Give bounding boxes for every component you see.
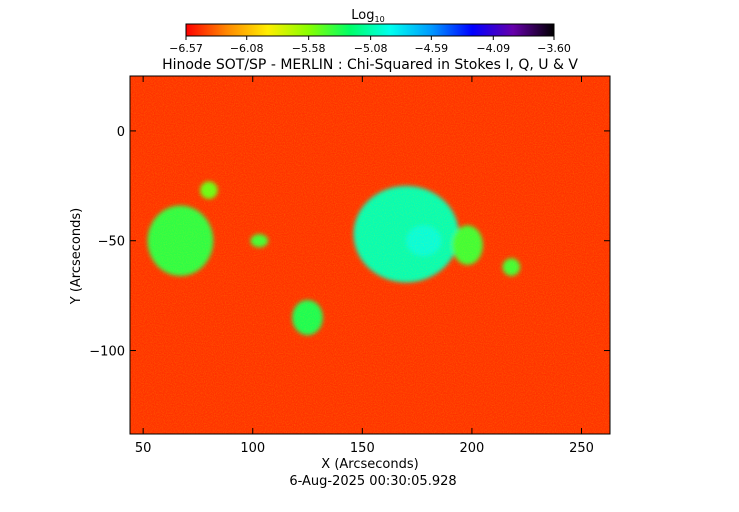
x-tick-label: 200 bbox=[460, 441, 485, 456]
x-tick-label: 150 bbox=[350, 441, 375, 456]
colorbar-tick-label: −4.59 bbox=[414, 42, 448, 55]
colorbar-gradient bbox=[185, 23, 555, 37]
plot-frame bbox=[129, 75, 611, 435]
heatmap-noise bbox=[130, 76, 610, 434]
y-axis-label: Y (Arcseconds) bbox=[69, 208, 84, 305]
y-tick-label: −100 bbox=[89, 345, 125, 360]
y-tick-label: −50 bbox=[98, 235, 125, 250]
x-axis-label: X (Arcseconds) bbox=[321, 457, 418, 472]
colorbar-label: Log10 bbox=[351, 8, 384, 24]
y-axis: 0 −50 −100 bbox=[89, 125, 610, 360]
x-tick-label: 50 bbox=[135, 441, 152, 456]
y-tick-label: 0 bbox=[117, 125, 125, 140]
x-tick-label: 100 bbox=[240, 441, 265, 456]
colorbar-tick-label: −5.08 bbox=[354, 42, 388, 55]
colorbar-tick-label: −6.57 bbox=[169, 42, 203, 55]
x-tick-label: 250 bbox=[569, 441, 594, 456]
colorbar-tick-label: −6.08 bbox=[230, 42, 264, 55]
chart-title: Hinode SOT/SP - MERLIN : Chi-Squared in … bbox=[162, 57, 578, 73]
colorbar: Log10 −6.57 −6.08 −5.58 −5.08 −4.59 −4.09 −3.6… bbox=[169, 8, 571, 55]
colorbar-tick-label: −5.58 bbox=[292, 42, 326, 55]
colorbar-tick-label: −4.09 bbox=[476, 42, 510, 55]
observation-date: 6-Aug-2025 00:30:05.928 bbox=[289, 474, 456, 489]
x-axis: 50 100 150 200 250 bbox=[135, 76, 594, 456]
heatmap-plot bbox=[129, 75, 611, 435]
colorbar-tick-label: −3.60 bbox=[537, 42, 571, 55]
